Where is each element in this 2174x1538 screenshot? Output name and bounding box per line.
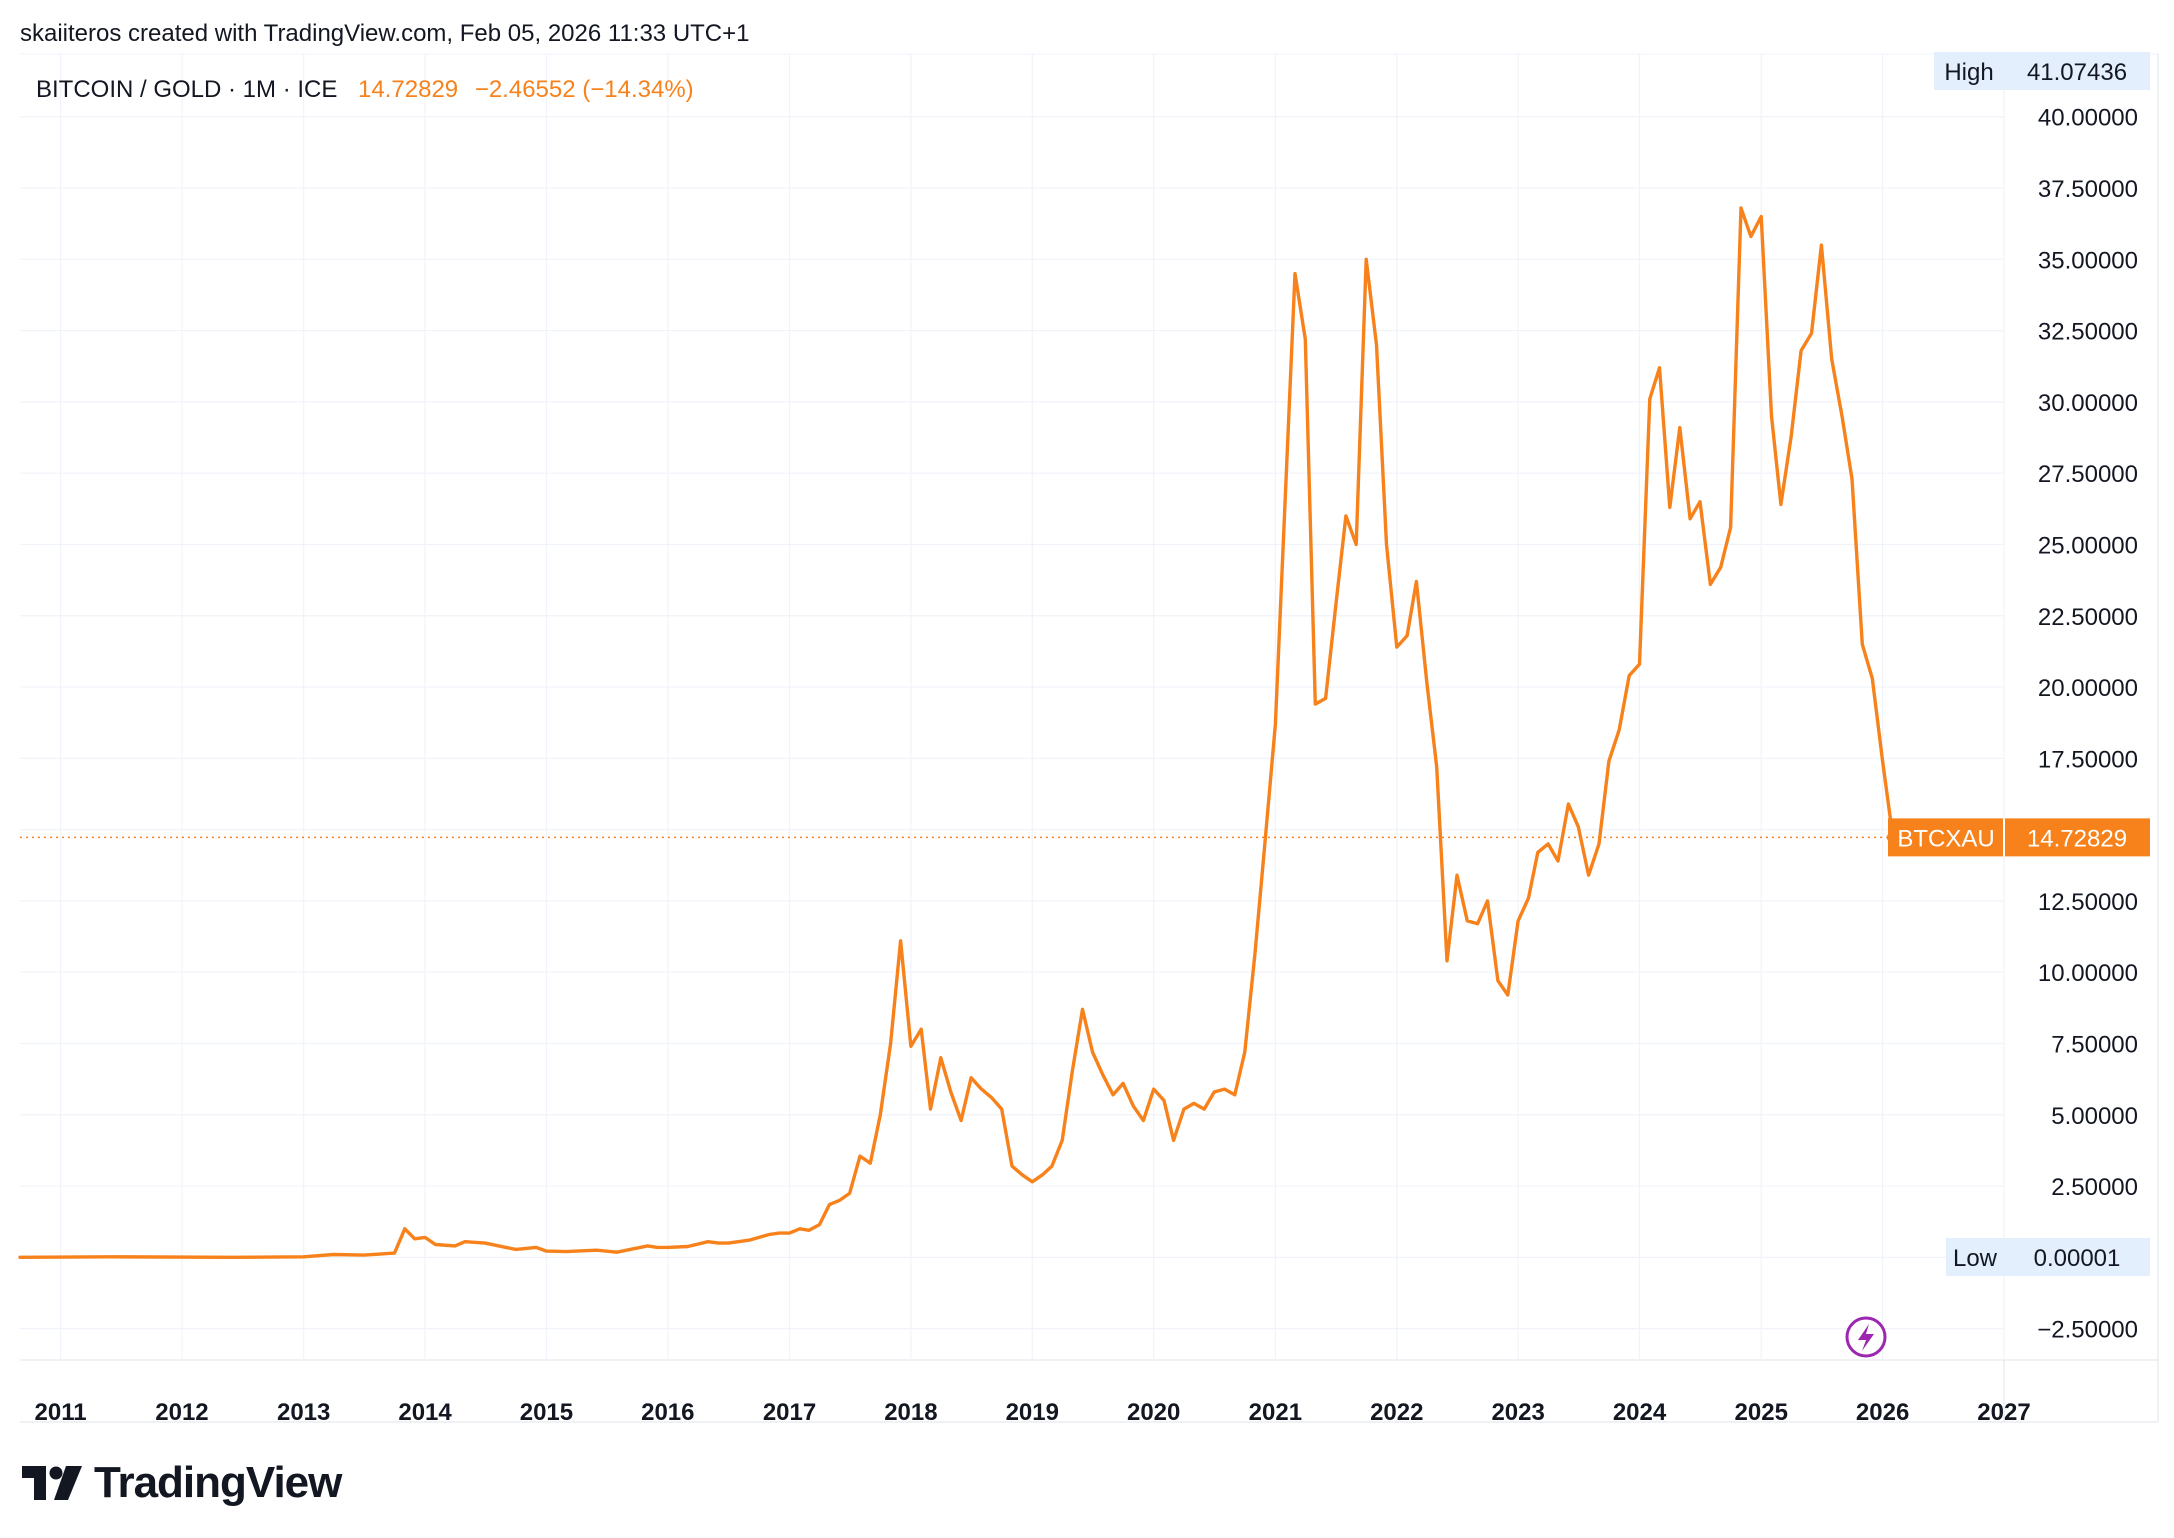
legend-symbol: BITCOIN / GOLD · 1M · ICE <box>36 76 338 103</box>
logo-text: TradingView <box>94 1458 342 1507</box>
y-axis: 40.00000 37.50000 35.00000 32.50000 30.00000… <box>2037 105 2138 1344</box>
high-badge-label: High <box>1944 59 1993 86</box>
x-tick-label: 2011 <box>35 1399 87 1426</box>
low-badge-value: 0.00001 <box>2034 1245 2121 1272</box>
x-tick-label: 2014 <box>398 1399 452 1426</box>
symbol-legend[interactable]: BITCOIN / GOLD · 1M · ICE 14.72829 −2.46… <box>36 76 694 104</box>
x-tick-label: 2021 <box>1249 1399 1302 1426</box>
x-tick-label: 2022 <box>1370 1399 1423 1426</box>
x-tick-label: 2017 <box>763 1399 816 1426</box>
x-tick-label: 2026 <box>1856 1399 1909 1426</box>
price-badge-value-bg <box>2004 818 2150 857</box>
y-tick-label: 35.00000 <box>2038 247 2138 274</box>
series-line-btcxau <box>18 206 1895 1260</box>
overlay-layer: High 41.07436 Low 0.00001 BTCXAU 14.72829 <box>20 52 2150 1358</box>
x-tick-label: 2025 <box>1735 1399 1788 1426</box>
price-badge-label-bg <box>1888 818 2004 857</box>
x-tick-label: 2012 <box>155 1399 208 1426</box>
x-tick-label: 2016 <box>641 1399 694 1426</box>
chart-grid <box>20 53 2159 1423</box>
legend-change: −2.46552 (−14.34%) <box>474 76 694 103</box>
x-tick-label: 2024 <box>1613 1399 1667 1426</box>
high-badge-label-bg <box>1934 52 2004 90</box>
series-layer <box>18 206 1895 1260</box>
high-badge-value-bg <box>2004 52 2150 90</box>
y-tick-label: 40.00000 <box>2038 105 2138 132</box>
low-badge-label: Low <box>1953 1245 1998 1272</box>
low-badge-value-bg <box>2004 1238 2150 1276</box>
x-tick-label: 2023 <box>1491 1399 1544 1426</box>
y-tick-label: 10.00000 <box>2038 960 2138 987</box>
x-tick-label: 2018 <box>884 1399 937 1426</box>
y-tick-label: 30.00000 <box>2038 390 2138 417</box>
y-tick-label: 25.00000 <box>2038 532 2138 559</box>
price-badge-label: BTCXAU <box>1897 825 1994 852</box>
x-axis: 2011 2012 2013 2014 2015 2016 2017 2018 2019 2020… <box>35 1399 2031 1426</box>
x-tick-label: 2013 <box>277 1399 330 1426</box>
y-tick-label: 27.50000 <box>2038 461 2138 488</box>
tradingview-logo[interactable]: TradingView <box>22 1458 342 1508</box>
chart-credit: skaiiteros created with TradingView.com,… <box>20 20 750 47</box>
y-tick-label: 2.50000 <box>2051 1174 2138 1201</box>
y-tick-label: 20.00000 <box>2038 675 2138 702</box>
y-tick-label: 12.50000 <box>2038 889 2138 916</box>
x-tick-label: 2015 <box>520 1399 573 1426</box>
y-tick-label: −2.50000 <box>2037 1317 2138 1344</box>
y-tick-label: 37.50000 <box>2038 176 2138 203</box>
tradingview-logo-icon <box>22 1466 82 1500</box>
x-tick-label: 2019 <box>1006 1399 1059 1426</box>
y-tick-label: 17.50000 <box>2038 746 2138 773</box>
low-badge-label-bg <box>1946 1238 2004 1276</box>
y-tick-label: 22.50000 <box>2038 604 2138 631</box>
x-tick-label: 2020 <box>1127 1399 1180 1426</box>
high-badge-value: 41.07436 <box>2027 59 2127 86</box>
lightning-glyph <box>1858 1324 1874 1351</box>
y-tick-label: 7.50000 <box>2051 1031 2138 1058</box>
y-tick-label: 5.00000 <box>2051 1103 2138 1130</box>
y-tick-label: 32.50000 <box>2038 319 2138 346</box>
legend-last-value: 14.72829 <box>358 76 459 103</box>
x-tick-label: 2027 <box>1977 1399 2030 1426</box>
price-badge-value: 14.72829 <box>2027 825 2127 852</box>
